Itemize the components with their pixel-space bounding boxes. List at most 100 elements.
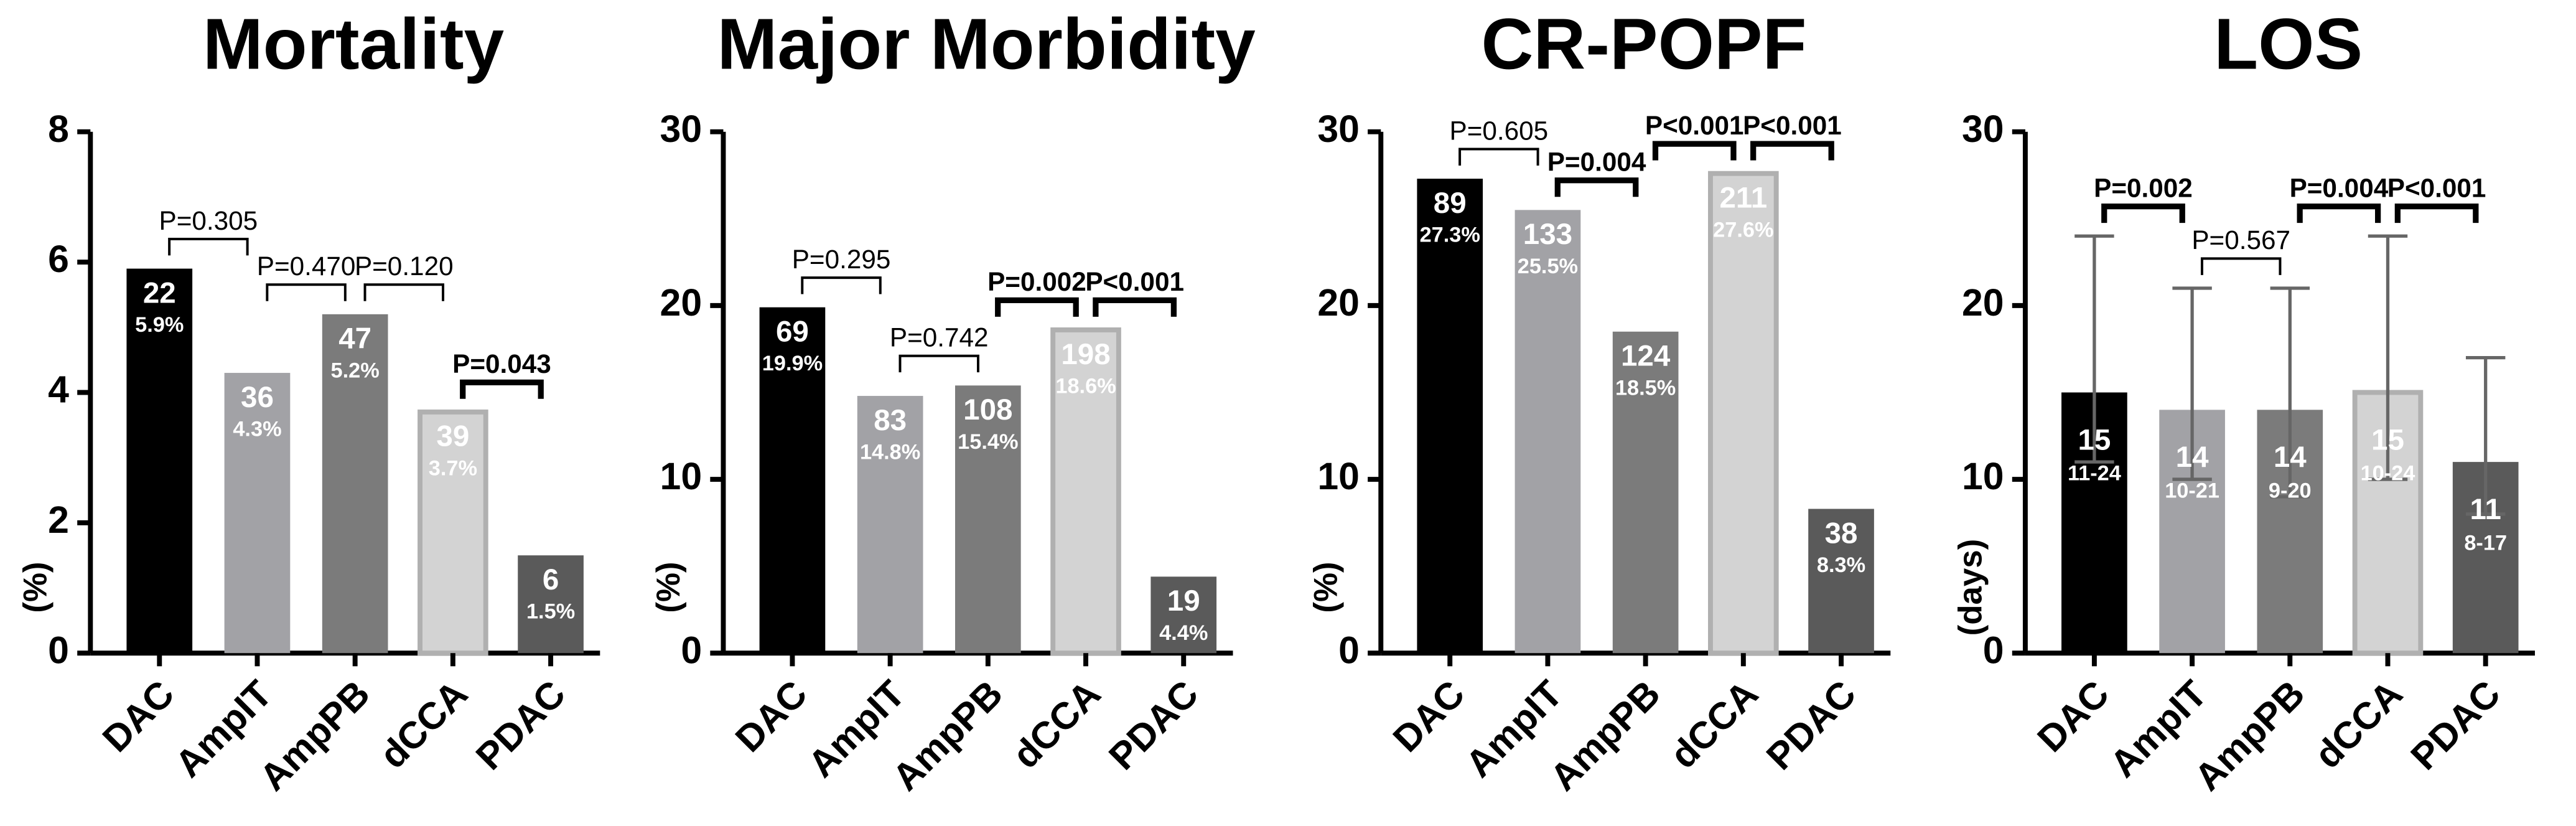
p-value: P=0.002: [2094, 173, 2193, 202]
p-value: P<0.001: [1743, 111, 1842, 140]
p-value: P=0.305: [159, 206, 258, 235]
significance-bracket: [1093, 297, 1177, 317]
bar: [126, 268, 193, 654]
p-value: P=0.043: [452, 349, 551, 378]
data-label: 14: [2176, 441, 2209, 474]
significance-bracket: [1750, 141, 1834, 161]
x-tick-label: DAC: [95, 672, 182, 760]
count-label: 47: [338, 322, 371, 355]
x-tick-label: DAC: [1384, 672, 1472, 760]
significance-bracket: [460, 379, 544, 399]
bar: [322, 314, 388, 654]
y-tick-label: 0: [48, 629, 69, 671]
data-label: 25.5%: [1518, 255, 1578, 278]
data-label: 4.4%: [1159, 621, 1208, 645]
x-tick-label: dCCA: [2306, 672, 2410, 776]
panel: Major Morbidity(%)0102030DAC6919.9%AmpIT…: [650, 3, 1256, 799]
y-tick-label: 0: [1983, 629, 2004, 671]
count-label: 36: [241, 381, 274, 414]
data-label: 18.6%: [1055, 375, 1116, 398]
x-tick-label: AmpPB: [884, 672, 1010, 799]
count-label: 38: [1825, 517, 1858, 550]
range-label: 10-24: [2361, 462, 2415, 486]
significance-bracket: [1652, 141, 1737, 161]
x-tick-label: PDAC: [2402, 672, 2508, 778]
data-label: 19.9%: [762, 352, 823, 375]
y-tick-label: 20: [1317, 281, 1360, 324]
count-label: 124: [1621, 340, 1671, 373]
panel: Mortality(%)02468DAC225.9%AmpIT364.3%Amp…: [17, 3, 600, 799]
y-axis-label: (%): [1308, 561, 1345, 612]
x-tick-label: dCCA: [1662, 672, 1766, 776]
range-label: 9-20: [2269, 479, 2312, 503]
data-label: 15: [2078, 423, 2111, 456]
p-value: P<0.001: [1085, 267, 1184, 296]
bar: [1514, 210, 1581, 654]
data-label: 4.3%: [233, 418, 281, 441]
significance-bracket: [2200, 257, 2282, 275]
p-value: P=0.295: [792, 245, 891, 274]
bar: [1808, 509, 1874, 654]
y-tick-label: 30: [1317, 108, 1360, 150]
significance-bracket: [898, 354, 979, 373]
x-tick-label: AmpPB: [251, 672, 378, 799]
count-label: 22: [143, 276, 176, 309]
p-value: P=0.004: [2290, 173, 2389, 202]
y-tick-label: 30: [660, 108, 702, 150]
panel: LOS(days)0102030DAC1511-24AmpIT1410-21Am…: [1952, 3, 2535, 799]
data-label: 27.3%: [1420, 223, 1480, 247]
significance-bracket: [2394, 204, 2479, 223]
data-label: 18.5%: [1615, 376, 1676, 400]
data-label: 15.4%: [958, 430, 1018, 454]
count-label: 211: [1719, 182, 1767, 215]
p-value: P=0.120: [355, 251, 454, 281]
data-label: 8.3%: [1817, 553, 1865, 577]
count-label: 6: [543, 563, 559, 596]
y-axis-label: (days): [1952, 539, 1989, 636]
y-tick-label: 20: [660, 281, 702, 324]
range-label: 10-21: [2165, 479, 2219, 503]
significance-bracket: [801, 276, 882, 294]
x-tick-label: PDAC: [1101, 672, 1206, 778]
bar: [518, 555, 584, 654]
y-tick-label: 0: [1338, 629, 1360, 671]
y-tick-label: 30: [1962, 108, 2004, 150]
bar: [1417, 179, 1483, 654]
significance-bracket: [363, 283, 444, 301]
count-label: 69: [776, 316, 809, 349]
data-label: 27.6%: [1713, 218, 1773, 242]
x-tick-label: AmpPB: [1542, 672, 1668, 799]
count-label: 19: [1167, 584, 1200, 617]
data-label: 5.9%: [135, 313, 184, 337]
chart-title: Major Morbidity: [717, 3, 1256, 84]
y-tick-label: 8: [48, 108, 69, 150]
bar: [224, 373, 291, 654]
y-tick-label: 6: [48, 238, 69, 280]
chart-title: CR-POPF: [1481, 3, 1806, 84]
x-tick-label: DAC: [727, 672, 815, 760]
p-value: P=0.470: [257, 251, 356, 281]
range-label: 8-17: [2464, 531, 2507, 555]
data-label: 14: [2274, 441, 2307, 474]
p-value: P=0.002: [987, 267, 1086, 296]
y-tick-label: 10: [1317, 455, 1360, 497]
range-label: 11-24: [2068, 462, 2121, 486]
x-tick-label: PDAC: [468, 672, 574, 778]
y-tick-label: 20: [1962, 281, 2004, 324]
significance-bracket: [2101, 204, 2185, 223]
count-label: 39: [436, 420, 469, 453]
bar: [1708, 171, 1779, 656]
y-axis-label: (%): [650, 561, 687, 612]
significance-bracket: [995, 297, 1079, 317]
bar: [954, 385, 1021, 654]
x-tick-label: dCCA: [1004, 672, 1108, 776]
data-label: 11: [2470, 493, 2501, 526]
bar: [759, 307, 826, 654]
p-value: P<0.001: [1645, 111, 1744, 140]
chart-title: Mortality: [203, 3, 505, 84]
significance-bracket: [2297, 204, 2381, 223]
y-tick-label: 4: [48, 368, 69, 411]
p-value: P=0.605: [1450, 116, 1549, 145]
